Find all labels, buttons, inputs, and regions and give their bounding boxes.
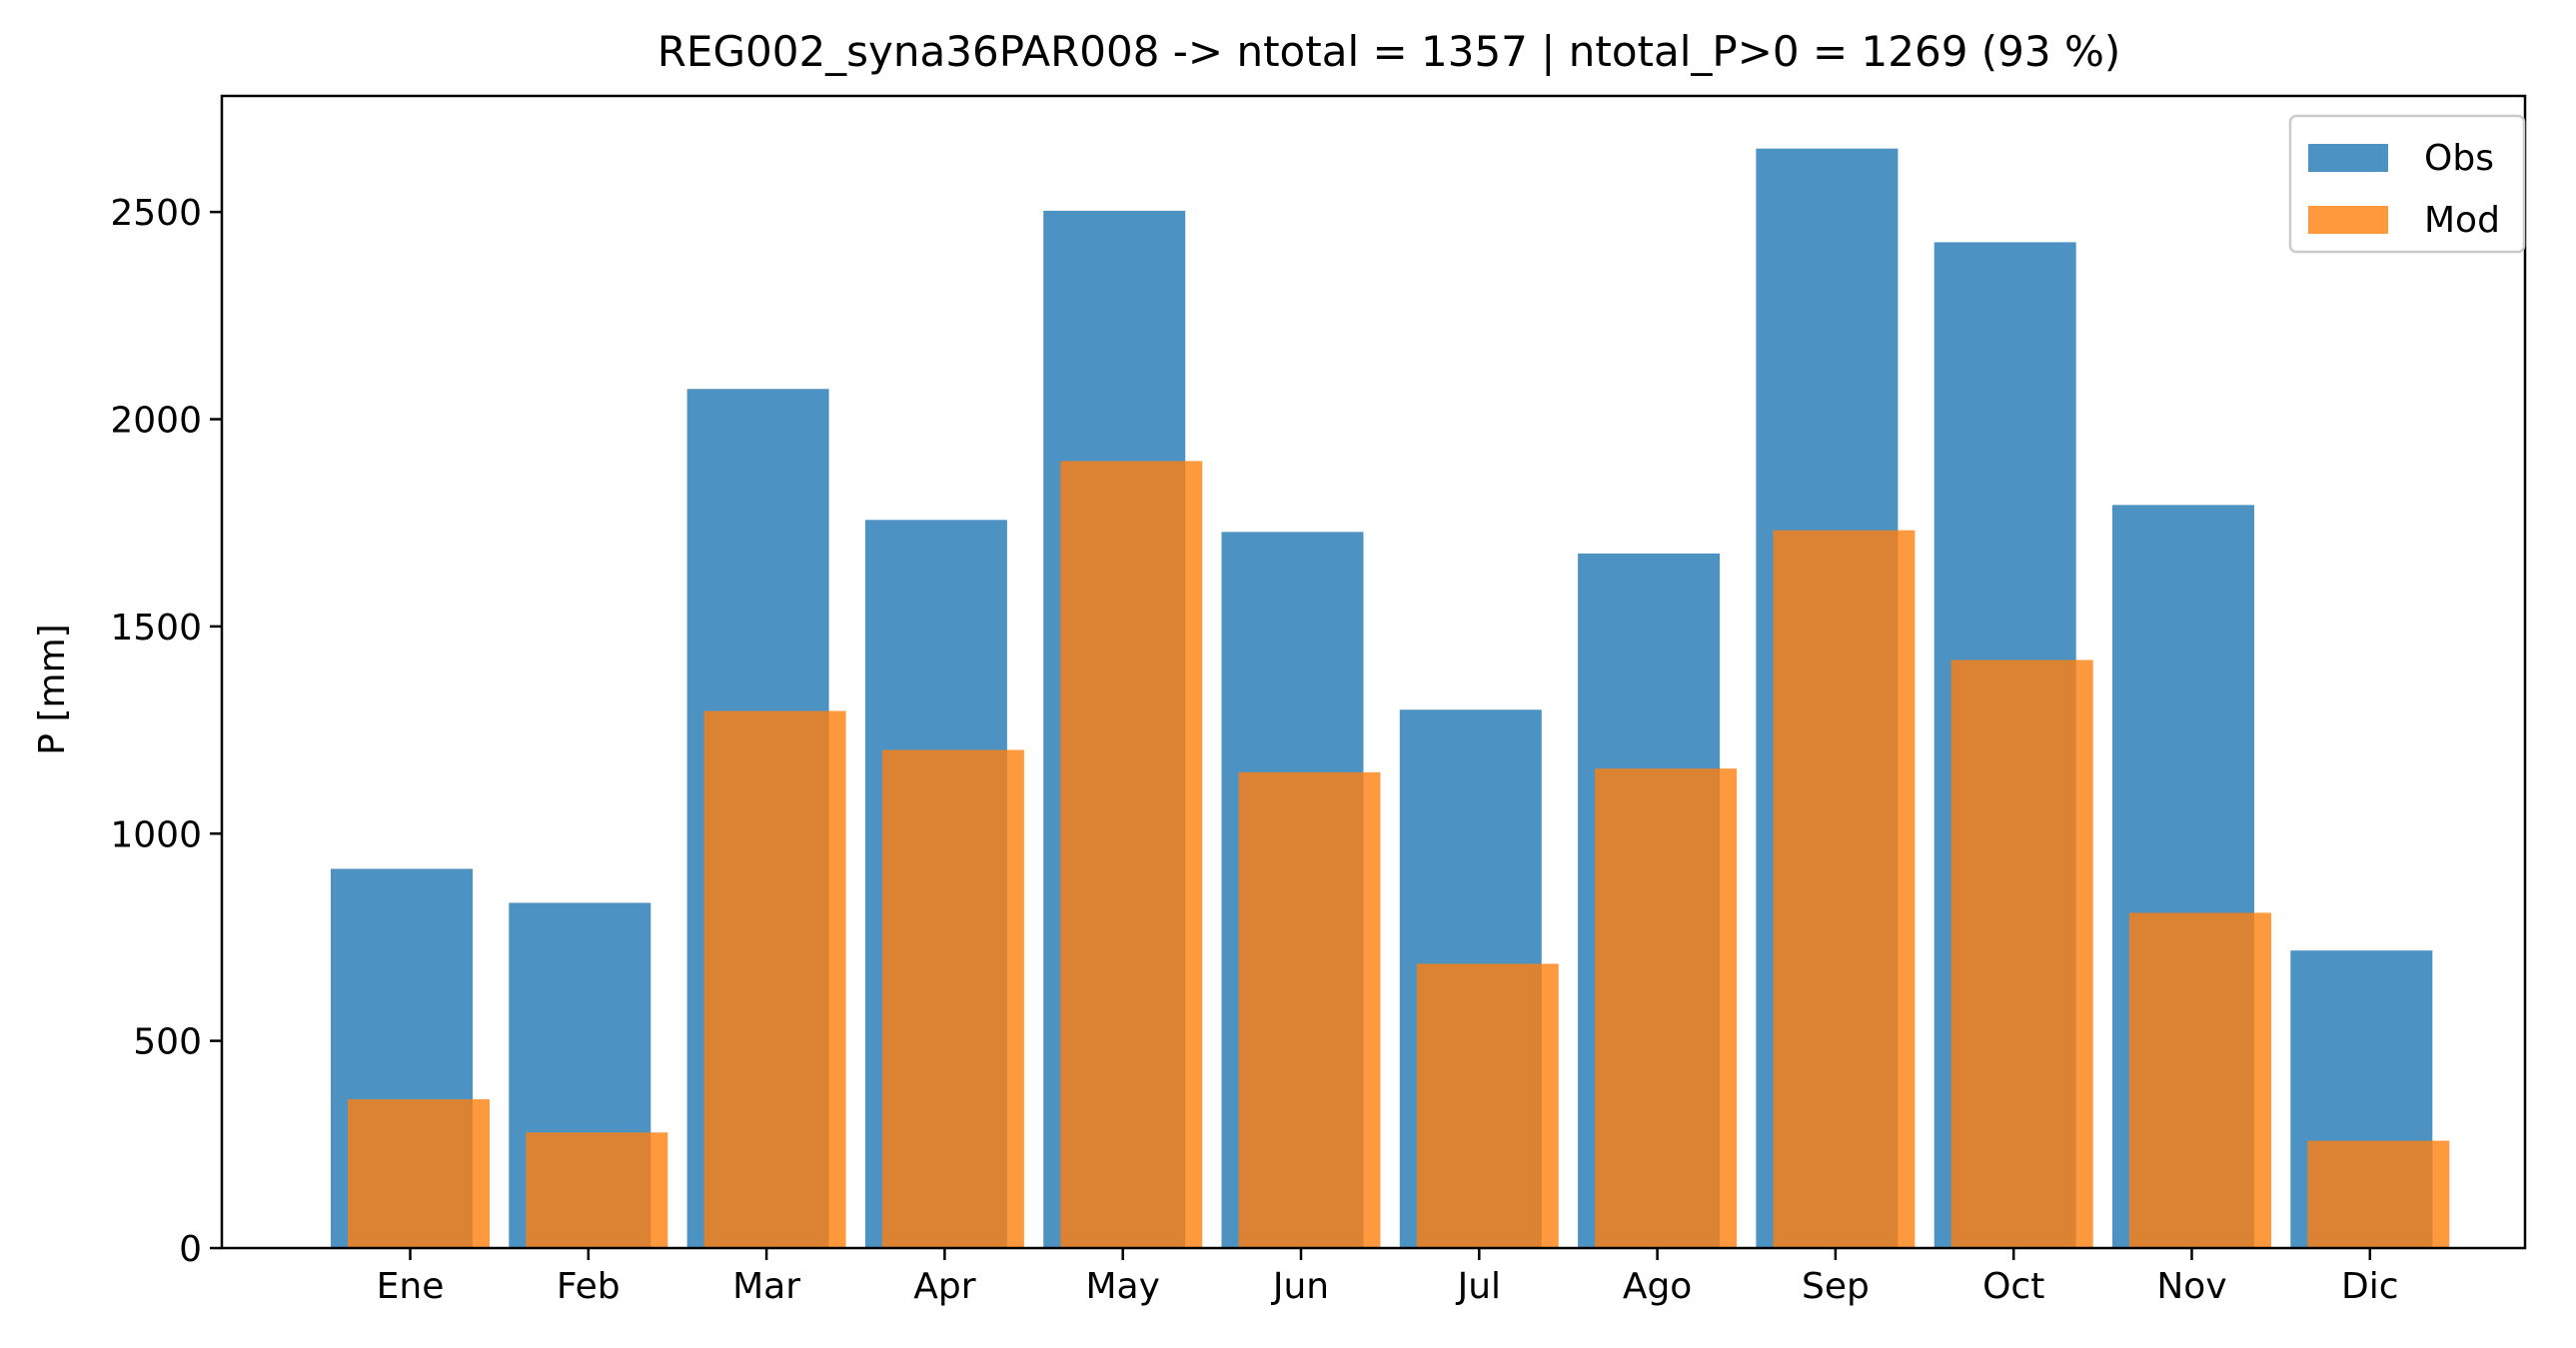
y-tick-label: 0 — [179, 1229, 202, 1270]
x-tick-label: Nov — [2156, 1266, 2226, 1307]
x-tick-label: Oct — [1982, 1266, 2044, 1307]
x-tick-label: Ene — [377, 1266, 445, 1307]
legend-swatch — [2308, 206, 2388, 234]
mod-bar — [1060, 461, 1203, 1248]
y-tick-label: 1500 — [110, 608, 202, 649]
legend-swatch — [2308, 144, 2388, 172]
x-tick-label: May — [1085, 1266, 1159, 1307]
mod-bar — [348, 1099, 490, 1248]
legend: Obs Mod — [2288, 114, 2526, 254]
x-tick-label: Sep — [1802, 1266, 1870, 1307]
y-tick-label: 2000 — [110, 401, 202, 442]
mod-bar — [1773, 530, 1916, 1248]
y-axis-label: P [mm] — [32, 624, 73, 754]
legend-label: Obs — [2424, 138, 2494, 179]
y-axis: 0 500 1000 1500 2000 2500 — [110, 193, 222, 1270]
mod-bar — [2129, 912, 2271, 1248]
x-tick-label: Apr — [913, 1266, 975, 1307]
mod-bar — [881, 749, 1024, 1248]
x-tick-label: Feb — [557, 1266, 621, 1307]
x-axis: Ene Feb Mar Apr May Jun Jul Ago Sep Oct Nov Dic — [377, 1248, 2399, 1307]
mod-bar — [526, 1132, 668, 1248]
mod-bar — [1950, 660, 2093, 1248]
mod-bar — [1238, 771, 1381, 1248]
mod-bar — [1416, 963, 1559, 1248]
chart-title: REG002_syna36PAR008 -> ntotal = 1357 | n… — [657, 27, 2121, 76]
x-tick-label: Ago — [1623, 1266, 1693, 1307]
mod-bar — [2307, 1140, 2450, 1248]
plot-frame — [220, 94, 2527, 1250]
obs-series — [331, 148, 2433, 1249]
x-tick-label: Mar — [732, 1266, 800, 1307]
y-tick-label: 1000 — [110, 814, 202, 855]
mod-series — [348, 461, 2450, 1248]
x-tick-label: Jul — [1456, 1266, 1501, 1307]
mod-bar — [1595, 768, 1738, 1248]
legend-label: Mod — [2424, 200, 2500, 241]
x-tick-label: Dic — [2341, 1266, 2399, 1307]
x-tick-label: Jun — [1271, 1266, 1329, 1307]
y-tick-label: 2500 — [110, 193, 202, 234]
y-tick-label: 500 — [133, 1022, 202, 1063]
mod-bar — [703, 710, 846, 1248]
